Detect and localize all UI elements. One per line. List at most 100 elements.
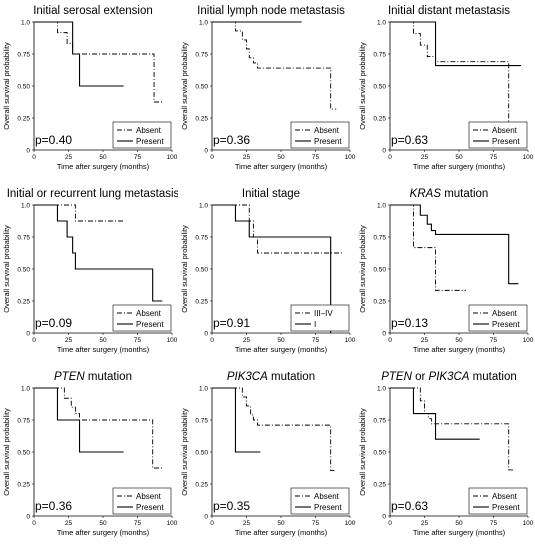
legend-label: Absent [492,309,518,318]
survival-curve-dashdot [390,204,466,291]
panel-title-part: mutation [85,371,132,383]
km-plot-svg: Initial serosal extension 0 25 50 75 100 0 0.25… [2,5,178,171]
x-tick-label: 0 [388,154,392,161]
x-tick-label: 50 [277,154,285,161]
x-tick-label: 0 [388,337,392,344]
x-tick-label: 100 [523,520,534,527]
x-tick-label: 25 [421,337,429,344]
x-tick-label: 0 [32,337,36,344]
y-tick-label: 0.75 [17,51,30,58]
survival-curve-dashdot [212,387,337,472]
km-plot-svg: Initial stage 0 25 50 75 100 0 0.25 0.50 0.75 1.0 T… [180,188,356,354]
x-tick-label: 25 [65,337,73,344]
axes: 0 25 50 75 100 0 0.25 0.50 0.75 1.0 [17,385,177,527]
x-tick-label: 25 [65,520,73,527]
km-panel-9: PTEN or PIK3CA mutation 0 25 50 75 100 0 0.25 0.… [356,366,534,550]
x-tick-label: 0 [210,154,214,161]
y-tick-label: 0 [26,513,30,520]
y-tick-label: 0.50 [17,449,30,456]
legend: Absent Present [468,121,528,149]
y-tick-label: 0.25 [195,481,208,488]
x-tick-label: 50 [455,520,463,527]
legend-label: Absent [314,126,340,135]
legend: Absent Present [112,304,172,332]
panel-title: Initial lymph node metastasis [197,5,345,17]
y-tick-label: 0.25 [373,298,386,305]
x-tick-label: 50 [99,520,107,527]
p-value: p=0.09 [35,316,72,330]
y-tick-label: 0.25 [17,298,30,305]
legend: Absent Present [468,304,528,332]
legend-box [112,121,172,149]
panel-title-part: mutation [268,371,315,383]
panel-title: PIK3CA mutation [227,371,315,383]
p-value: p=0.35 [213,499,250,513]
x-tick-label: 100 [523,154,534,161]
x-tick-label: 50 [277,337,285,344]
legend-label: Absent [136,492,162,501]
p-value: p=0.36 [213,133,250,147]
x-tick-label: 50 [99,154,107,161]
legend-label: Absent [136,309,162,318]
legend: Absent Present [290,487,350,515]
y-tick-label: 0 [382,513,386,520]
survival-curve-dashdot [390,21,510,150]
panel-title: Initial serosal extension [33,5,153,17]
axes: 0 25 50 75 100 0 0.25 0.50 0.75 1.0 [17,202,177,344]
x-tick-label: 25 [243,154,251,161]
x-tick-label: 75 [134,520,142,527]
panel-title: KRAS mutation [410,188,489,200]
legend-label: Present [136,320,164,329]
x-tick-label: 50 [455,154,463,161]
panel-title: PTEN mutation [54,371,132,383]
survival-curve-solid [34,204,163,302]
x-tick-label: 75 [312,520,320,527]
x-tick-label: 75 [134,154,142,161]
y-tick-label: 1.0 [377,202,386,209]
panel-title: Initial stage [242,188,300,200]
y-tick-label: 0.25 [373,115,386,122]
legend-label: I [314,320,316,329]
legend-label: Absent [492,126,518,135]
axes: 0 25 50 75 100 0 0.25 0.50 0.75 1.0 [195,19,355,161]
km-plot-svg: Initial distant metastasis 0 25 50 75 100 0 0.2… [358,5,534,171]
axes: 0 25 50 75 100 0 0.25 0.50 0.75 1.0 [373,202,533,344]
x-tick-label: 75 [134,337,142,344]
x-tick-label: 75 [490,154,498,161]
panel-title-part: mutation [441,188,488,200]
panel-title-part: Initial serosal extension [33,5,153,17]
x-axis-label: Time after surgery (months) [235,162,328,171]
km-panel-6: KRAS mutation 0 25 50 75 100 0 0.25 0.50 0.75 1.0 T… [356,183,534,367]
survival-curve-dashdot [212,204,344,254]
x-axis-label: Time after surgery (months) [413,345,506,354]
panel-title-part: Initial stage [242,188,300,200]
legend-label: Present [136,137,164,146]
legend-label: Present [492,137,520,146]
y-tick-label: 0.25 [195,298,208,305]
x-tick-label: 0 [32,154,36,161]
x-tick-label: 100 [523,337,534,344]
p-value: p=0.13 [391,316,428,330]
y-tick-label: 0.75 [195,51,208,58]
survival-curve-solid [34,387,124,453]
axes: 0 25 50 75 100 0 0.25 0.50 0.75 1.0 [195,202,355,344]
km-plot-svg: PTEN or PIK3CA mutation 0 25 50 75 100 0 0.25 0.… [358,371,534,537]
legend-box [468,304,528,332]
legend-box [290,304,350,332]
x-tick-label: 100 [167,337,178,344]
axes: 0 25 50 75 100 0 0.25 0.50 0.75 1.0 [195,385,355,527]
x-tick-label: 0 [32,520,36,527]
p-value: p=0.40 [35,133,72,147]
legend-box [112,487,172,515]
x-tick-label: 25 [65,154,73,161]
x-tick-label: 50 [99,337,107,344]
legend-label: Present [492,320,520,329]
y-tick-label: 0.50 [17,266,30,273]
axes: 0 25 50 75 100 0 0.25 0.50 0.75 1.0 [373,385,533,527]
y-tick-label: 0.75 [373,417,386,424]
y-tick-label: 0.75 [373,51,386,58]
p-value: p=0.91 [213,316,250,330]
y-axis-label: Overall survival probability [358,225,367,313]
x-tick-label: 25 [421,520,429,527]
